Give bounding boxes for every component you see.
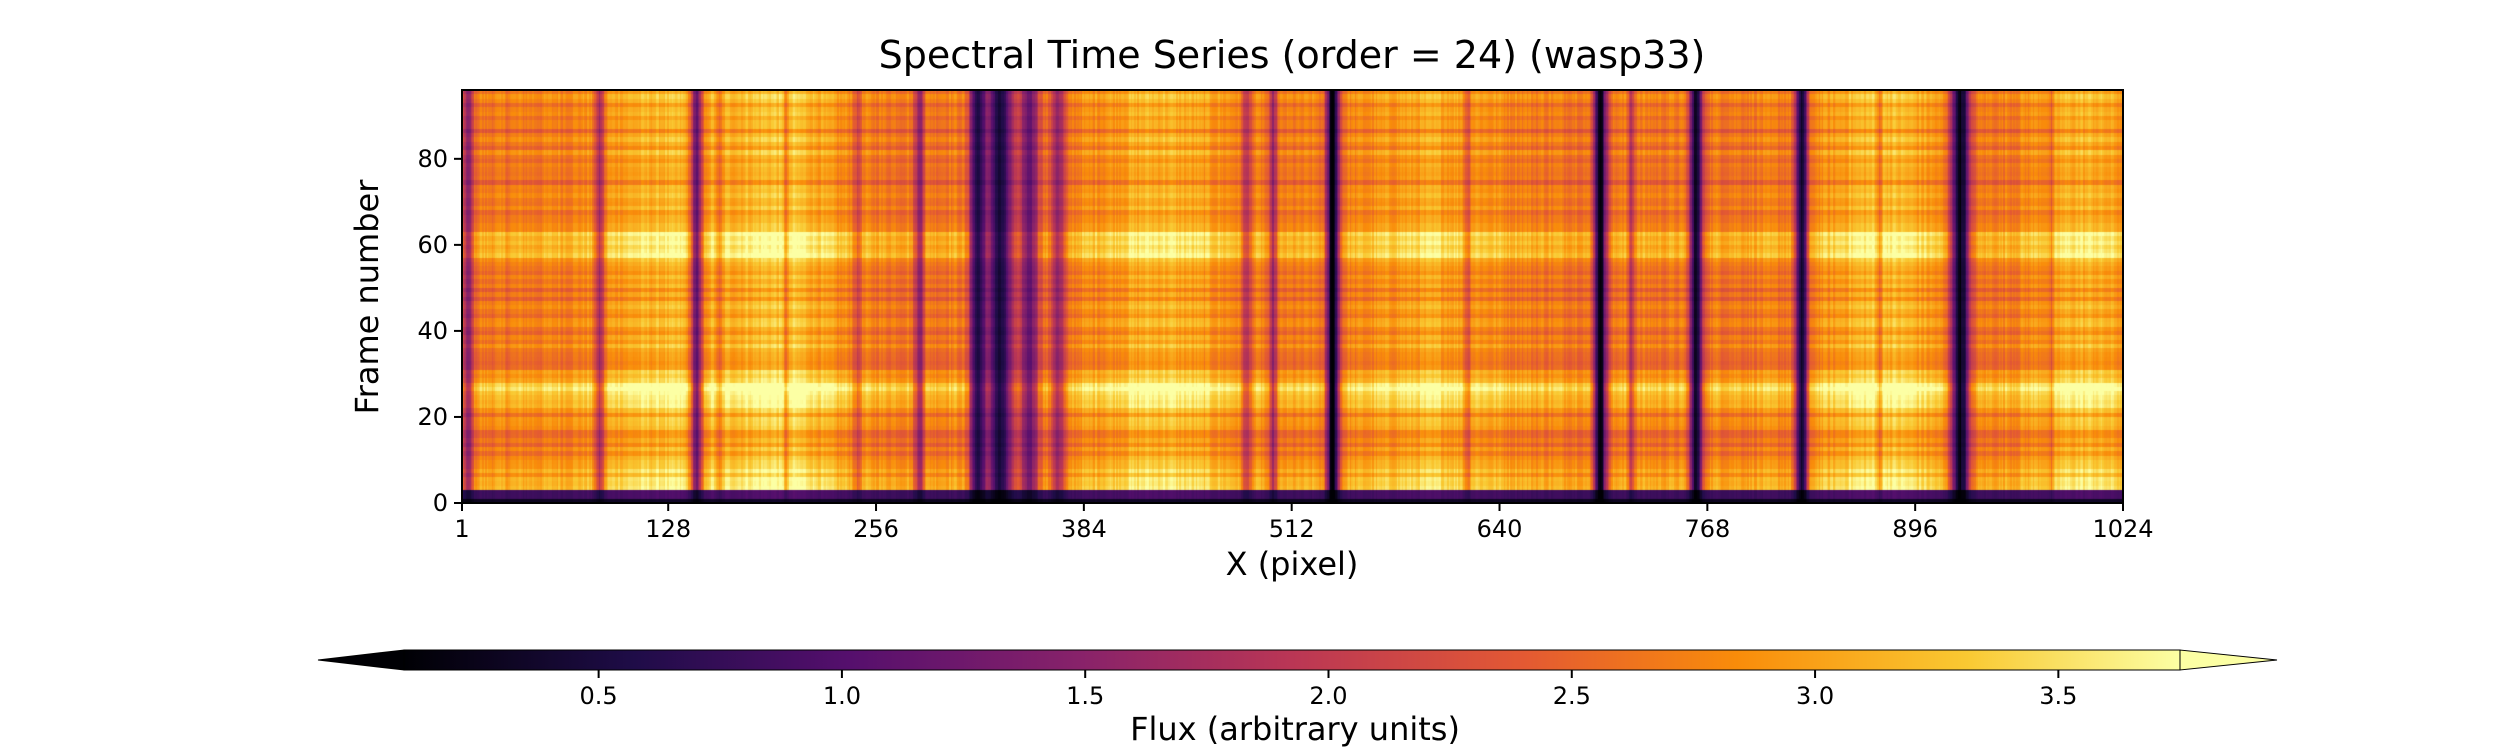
colorbar-tick-label: 2.5 (1553, 682, 1591, 710)
x-tick-label: 640 (1477, 515, 1523, 543)
heatmap-plot-area (461, 89, 2124, 504)
y-tick-label: 20 (417, 403, 448, 431)
colorbar-label: Flux (arbitrary units) (1130, 710, 1460, 748)
y-tick-label: 60 (417, 231, 448, 259)
y-tick-label: 0 (433, 489, 448, 517)
x-tick-label: 256 (853, 515, 899, 543)
colorbar-upper-extension (2179, 649, 2278, 671)
colorbar-tick-label: 3.5 (2039, 682, 2077, 710)
colorbar-gradient (403, 649, 2181, 671)
colorbar-tick-label: 1.5 (1066, 682, 1104, 710)
chart-title: Spectral Time Series (order = 24) (wasp3… (879, 33, 1706, 77)
x-tick-label: 768 (1684, 515, 1730, 543)
y-axis: 0 20 40 60 80 (417, 145, 462, 517)
colorbar-tick-label: 3.0 (1796, 682, 1834, 710)
x-tick-label: 896 (1892, 515, 1938, 543)
x-tick-label: 128 (645, 515, 691, 543)
colorbar-lower-extension (317, 649, 405, 671)
x-tick-label: 384 (1061, 515, 1107, 543)
colorbar-tick-label: 0.5 (580, 682, 618, 710)
colorbar: 0.5 1.0 1.5 2.0 2.5 3.0 3.5 Flux (arbitrary un… (317, 649, 2278, 748)
x-axis-label: X (pixel) (1226, 545, 1359, 583)
x-tick-label: 1024 (2092, 515, 2153, 543)
y-axis-label: Frame number (348, 179, 386, 415)
colorbar-tick-label: 1.0 (823, 682, 861, 710)
x-axis: 1 128 256 384 512 640 768 896 1024 (454, 503, 2154, 543)
heatmap-image (462, 90, 2123, 503)
colorbar-ticks: 0.5 1.0 1.5 2.0 2.5 3.0 3.5 (580, 670, 2077, 710)
colorbar-tick-label: 2.0 (1309, 682, 1347, 710)
x-tick-label: 512 (1269, 515, 1315, 543)
y-tick-label: 40 (417, 317, 448, 345)
y-tick-label: 80 (417, 145, 448, 173)
x-tick-label: 1 (454, 515, 469, 543)
